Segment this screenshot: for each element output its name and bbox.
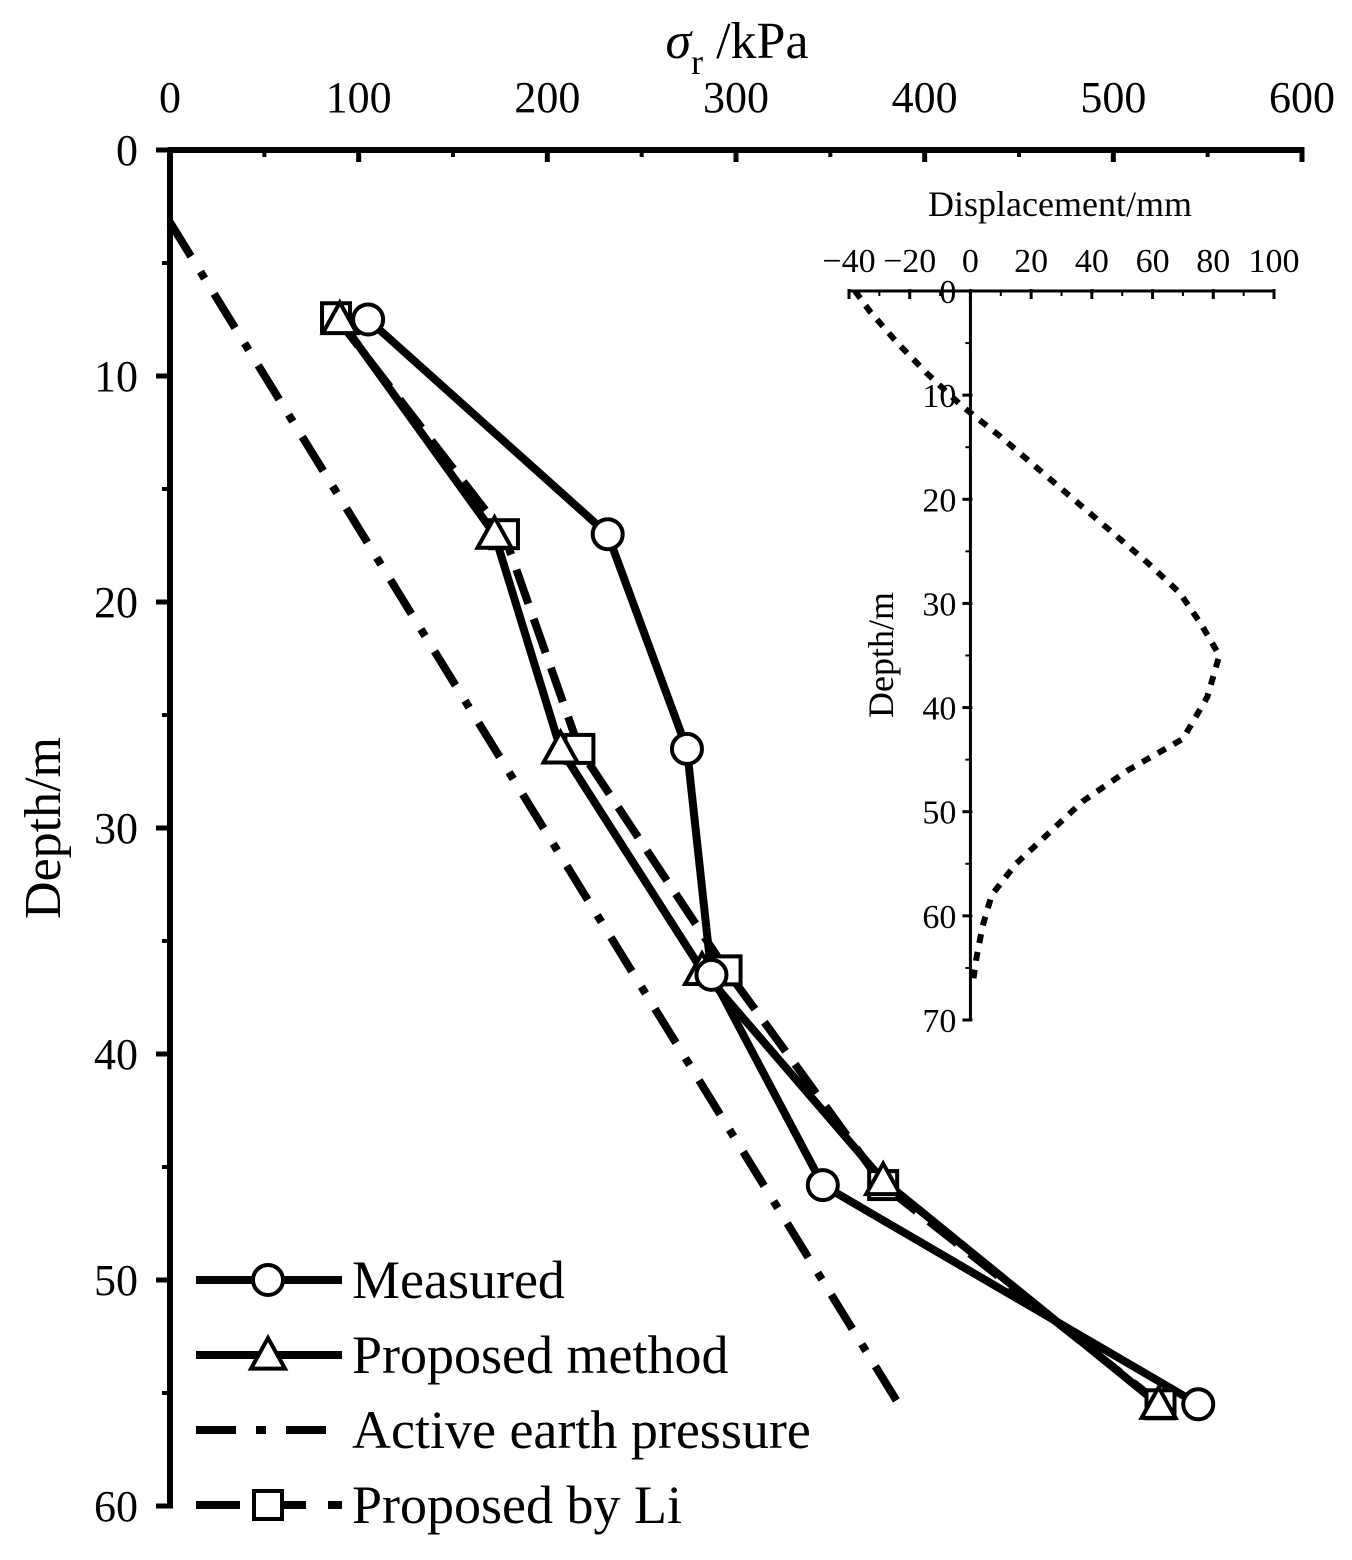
inset-y-tick-label: 60 — [922, 899, 956, 936]
inset-x-tick-label: −20 — [883, 243, 936, 280]
series-line-active-earth-pressure — [166, 220, 910, 1418]
data-point-proposed-method — [862, 1159, 904, 1197]
main-y-tick-label: 10 — [94, 352, 138, 401]
main-x-tick-label: 100 — [326, 73, 392, 122]
main-y-axis-title: Depth/m — [15, 737, 72, 919]
series-line-measured — [365, 316, 1201, 1408]
inset-x-tick-label: 0 — [962, 243, 979, 280]
legend-label: Measured — [352, 1250, 565, 1310]
legend-label: Active earth pressure — [352, 1400, 811, 1460]
inset-x-axis-title: Displacement/mm — [928, 184, 1192, 224]
x-title-subscript: r — [691, 42, 703, 82]
inset-y-tick-label: 10 — [922, 378, 956, 415]
inset-x-tick-label: 80 — [1196, 243, 1230, 280]
main-x-tick-label: 0 — [159, 73, 181, 122]
inset-x-tick-label: 40 — [1075, 243, 1109, 280]
data-point-proposed-method — [540, 727, 581, 765]
inset-series-displacement — [852, 289, 1223, 979]
data-point-measured — [590, 517, 625, 552]
main-y-tick-label: 50 — [94, 1256, 138, 1305]
data-point-measured — [351, 302, 386, 337]
inset-y-tick-label: 0 — [939, 274, 956, 311]
inset-y-tick-label: 40 — [922, 691, 956, 728]
inset-y-tick-label: 30 — [922, 586, 956, 623]
main-x-tick-label: 500 — [1080, 73, 1146, 122]
main-y-tick-label: 60 — [94, 1482, 138, 1531]
series-line-proposed-method — [336, 317, 1162, 1408]
legend-label: Proposed method — [352, 1325, 728, 1385]
data-point-proposed-method — [1138, 1383, 1180, 1420]
legend-marker — [251, 1263, 285, 1297]
legend-label: Proposed by Li — [352, 1475, 682, 1535]
data-point-measured — [694, 957, 729, 992]
main-x-axis-title: σr /kPa — [665, 13, 808, 82]
main-x-tick-label: 400 — [892, 73, 958, 122]
inset-y-tick-label: 50 — [922, 795, 956, 832]
main-y-tick-label: 0 — [116, 126, 138, 175]
inset-x-tick-label: 20 — [1014, 243, 1048, 280]
main-x-tick-label: 600 — [1269, 73, 1335, 122]
main-x-tick-label: 200 — [514, 73, 580, 122]
x-title-unit: /kPa — [703, 13, 808, 70]
inset-x-tick-label: 100 — [1249, 243, 1300, 280]
legend-marker — [247, 1333, 289, 1371]
inset-y-tick-label: 70 — [922, 1003, 956, 1040]
inset-x-tick-label: −40 — [822, 243, 875, 280]
main-x-tick-label: 300 — [703, 73, 769, 122]
data-point-measured — [669, 731, 704, 766]
main-y-tick-label: 20 — [94, 578, 138, 627]
inset-y-tick-label: 20 — [922, 482, 956, 519]
x-title-sigma: σ — [665, 13, 693, 70]
main-y-tick-label: 40 — [94, 1030, 138, 1079]
data-point-measured — [805, 1168, 840, 1203]
data-point-measured — [1181, 1387, 1216, 1422]
main-y-tick-label: 30 — [94, 804, 138, 853]
inset-y-axis-title: Depth/m — [861, 592, 901, 718]
legend-marker — [252, 1489, 284, 1521]
inset-x-tick-label: 60 — [1136, 243, 1170, 280]
data-point-proposed-method — [319, 298, 361, 336]
data-point-proposed-method — [474, 513, 515, 550]
